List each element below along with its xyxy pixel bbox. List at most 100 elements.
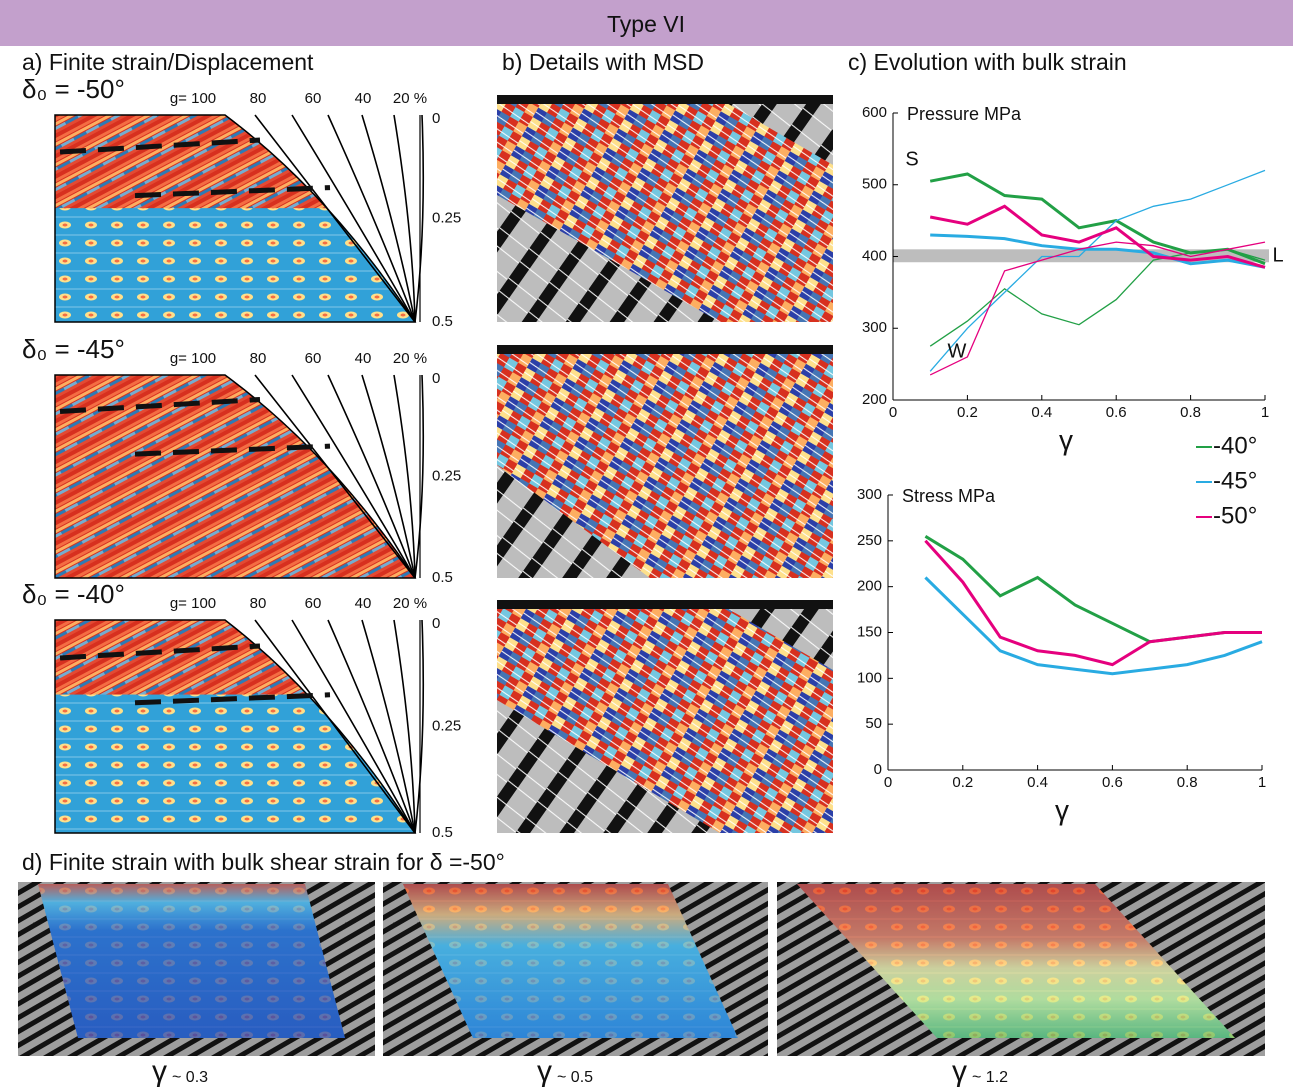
gamma-value: ~ 1.2	[972, 1069, 1008, 1086]
gamma-value: ~ 0.3	[172, 1069, 208, 1086]
x-tick-label: 0.4	[1027, 774, 1048, 791]
depth-label: 0	[432, 370, 440, 387]
deformed-texture	[797, 884, 1235, 1038]
top-plate	[497, 345, 833, 354]
x-tick-label: 0.2	[952, 774, 973, 791]
strain-label: 40	[355, 350, 372, 367]
displacement-curve	[291, 114, 416, 323]
header-bar	[0, 0, 1293, 46]
deformed-texture	[38, 884, 345, 1038]
depth-label: 0.5	[432, 824, 453, 841]
displacement-curve	[327, 619, 416, 834]
weak-line	[929, 169, 1266, 372]
legend-label: -40°	[1213, 432, 1257, 459]
strain-label: 60	[305, 595, 322, 612]
dashed-line	[59, 137, 261, 155]
strain-label: 40	[355, 595, 372, 612]
weak-line	[929, 241, 1266, 376]
y-tick-label: 200	[862, 391, 887, 408]
depth-label: 0.25	[432, 717, 461, 734]
y-tick-label: 300	[857, 486, 882, 503]
displacement-curve	[414, 374, 425, 579]
top-plate	[497, 600, 833, 609]
displacement-curve	[393, 374, 416, 579]
displacement-curve	[254, 114, 416, 323]
heatmap-hot	[55, 115, 415, 209]
panel-title: a) Finite strain/Displacement	[22, 49, 314, 75]
heatmap-hot	[55, 375, 415, 578]
detail-msd	[497, 345, 833, 578]
panel-title: b) Details with MSD	[502, 49, 704, 75]
x-tick-label: 0.6	[1102, 774, 1123, 791]
displacement-curve	[393, 619, 416, 834]
y-tick-label: 400	[862, 247, 887, 264]
displacement-curve	[291, 619, 416, 834]
depth-label: 0	[432, 110, 440, 127]
displacement-curve	[361, 619, 416, 834]
x-tick-label: 0	[889, 404, 897, 421]
x-axis-title: γ	[1055, 794, 1069, 825]
displacement-curve	[327, 374, 416, 579]
dashed-line	[134, 185, 331, 199]
y-tick-label: 100	[857, 669, 882, 686]
strain-label: 20 %	[393, 90, 427, 107]
annotation: S	[905, 148, 918, 170]
strain-label: 60	[305, 350, 322, 367]
x-tick-label: 1	[1261, 404, 1269, 421]
y-tick-label: 300	[862, 319, 887, 336]
weak-line	[929, 248, 1266, 347]
panel-title: c) Evolution with bulk strain	[848, 49, 1127, 75]
header-title: Type VI	[607, 11, 685, 37]
displacement-curve	[414, 619, 425, 834]
displacement-curve	[361, 114, 416, 323]
y-tick-label: 250	[857, 532, 882, 549]
strain-label: g= 100	[170, 350, 216, 367]
map-label: δ₀ = -45°	[22, 334, 125, 364]
map-label: δ₀ = -50°	[22, 74, 125, 104]
y-tick-label: 500	[862, 176, 887, 193]
depth-label: 0.5	[432, 569, 453, 586]
displacement-curve	[327, 114, 416, 323]
x-tick-label: 0.2	[957, 404, 978, 421]
x-tick-label: 0.6	[1106, 404, 1127, 421]
detail-msd	[497, 95, 833, 322]
displacement-curve	[254, 374, 416, 579]
strain-label: g= 100	[170, 595, 216, 612]
dashed-line	[134, 443, 331, 457]
depth-label: 0.25	[432, 209, 461, 226]
series-line	[924, 576, 1263, 676]
deformed-texture	[403, 884, 738, 1038]
dashed-line	[134, 692, 331, 706]
legend-label: -45°	[1213, 467, 1257, 494]
depth-label: 0.5	[432, 313, 453, 330]
annotation: W	[948, 340, 967, 362]
strain-label: 40	[355, 90, 372, 107]
displacement-curve	[361, 374, 416, 579]
legend-label: -50°	[1213, 502, 1257, 529]
dashed-line	[59, 396, 261, 414]
top-plate	[497, 95, 833, 104]
gamma-symbol: γ	[537, 1055, 552, 1088]
x-tick-label: 0.4	[1031, 404, 1052, 421]
x-tick-label: 0.8	[1177, 774, 1198, 791]
gamma-symbol: γ	[152, 1055, 167, 1088]
series-line	[929, 172, 1266, 266]
x-tick-label: 1	[1258, 774, 1266, 791]
strain-label: 80	[250, 350, 267, 367]
series-line	[929, 204, 1266, 269]
y-tick-label: 150	[857, 623, 882, 640]
strain-label: 20 %	[393, 595, 427, 612]
y-axis-title: Pressure MPa	[907, 104, 1022, 124]
strain-label: 20 %	[393, 350, 427, 367]
x-tick-label: 0.8	[1180, 404, 1201, 421]
strain-label: 80	[250, 90, 267, 107]
panels: δ₀ = -50° g= 100 80 60 40 20 % 0 0.25 0.5 δ₀ = -4…	[18, 74, 1284, 1088]
strain-label: g= 100	[170, 90, 216, 107]
gamma-symbol: γ	[952, 1055, 967, 1088]
series-line	[924, 539, 1262, 667]
y-tick-label: 0	[874, 761, 882, 778]
y-axis-title: Stress MPa	[902, 486, 996, 506]
dashed-line	[59, 643, 261, 661]
y-tick-label: 50	[865, 715, 882, 732]
